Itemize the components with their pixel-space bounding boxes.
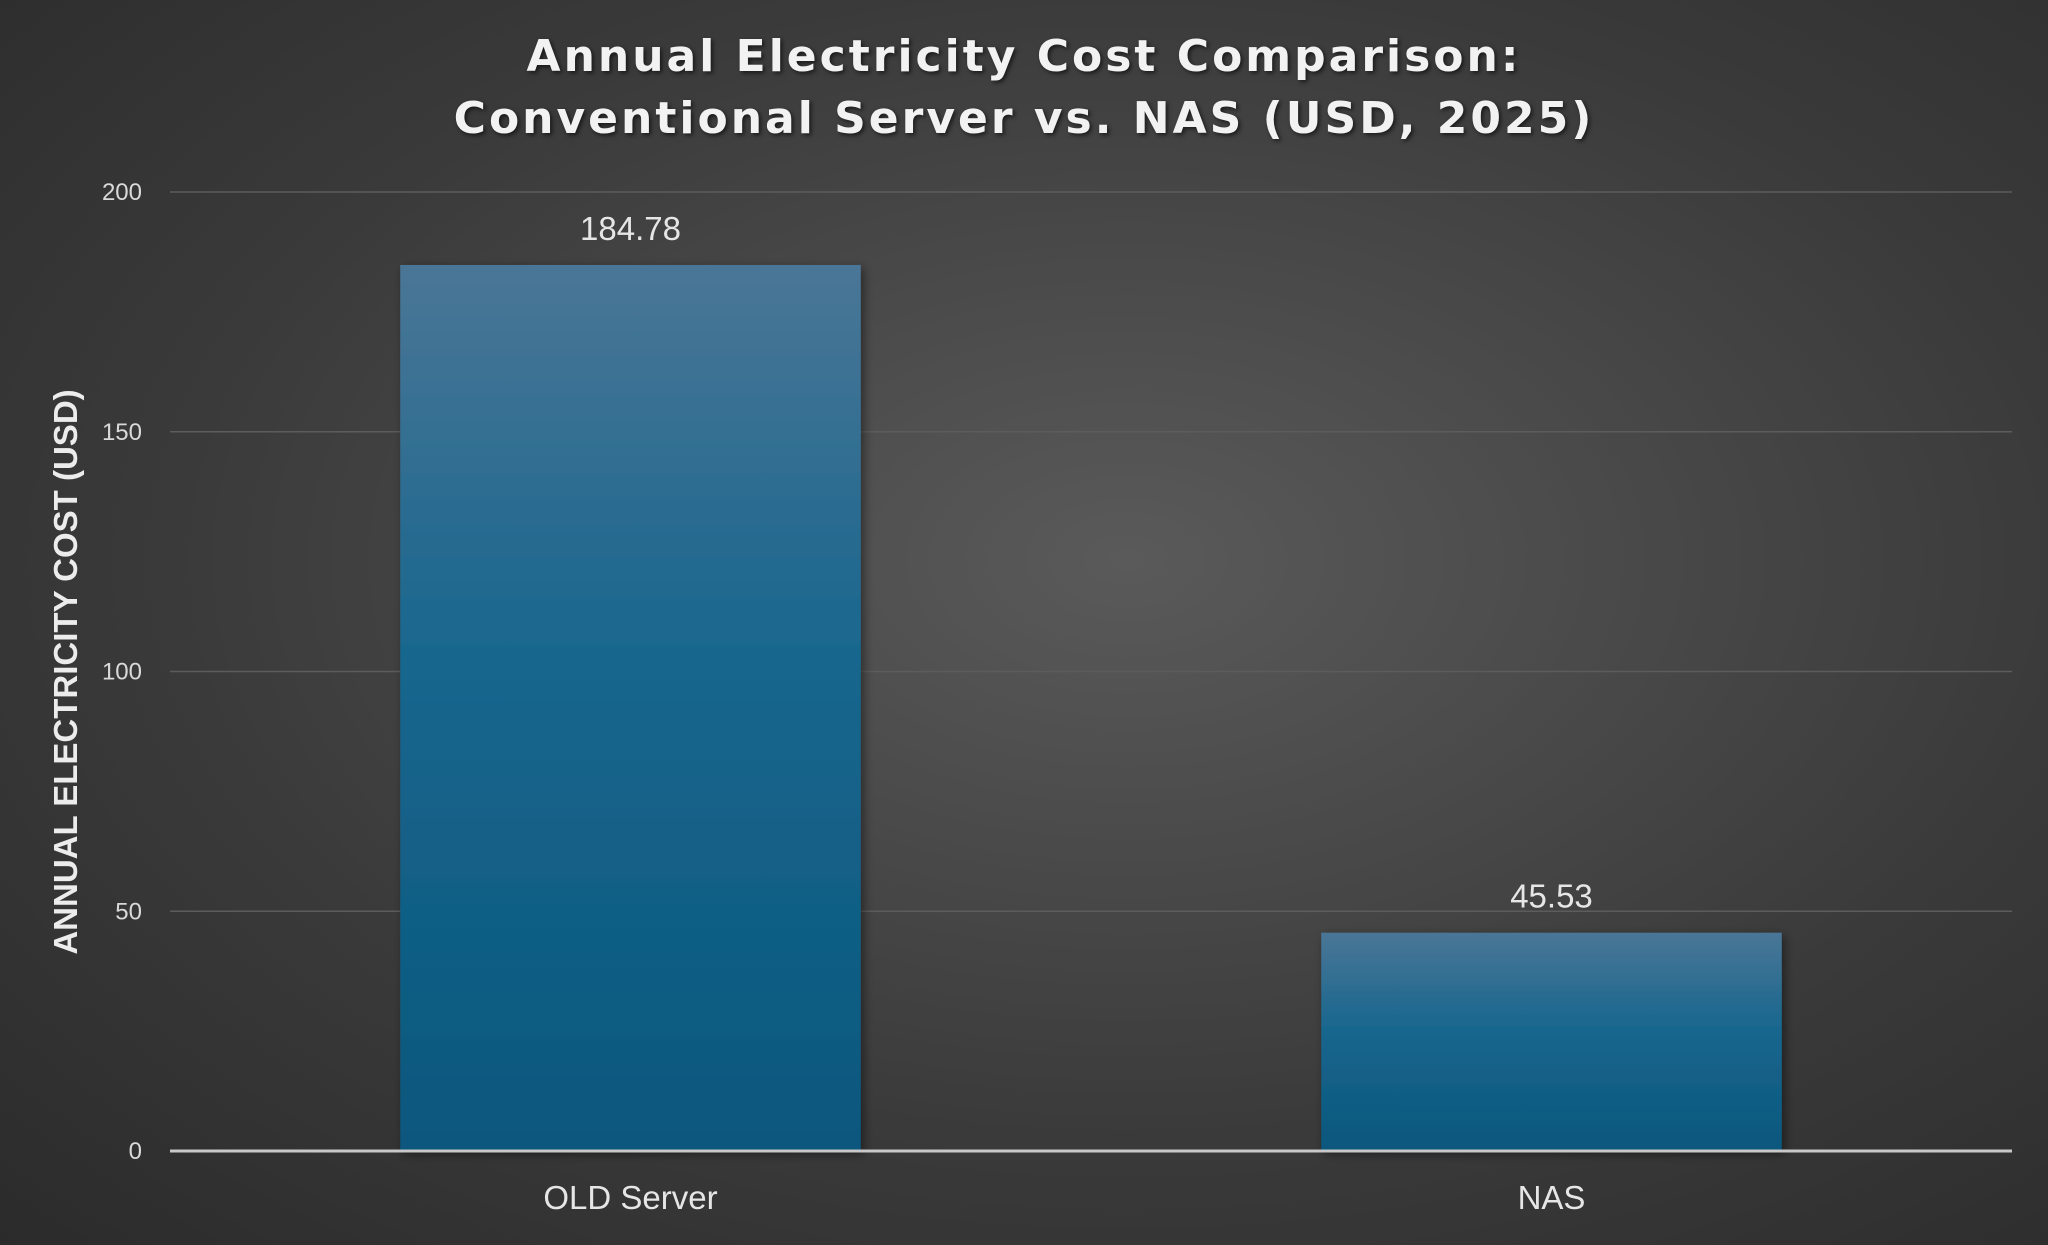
y-tick-label: 0 (129, 1138, 142, 1165)
x-tick-labels: OLD Server NAS (543, 1179, 1585, 1216)
y-tick-label: 150 (102, 419, 142, 446)
x-tick-label: OLD Server (543, 1179, 717, 1216)
bar-old-server (400, 264, 861, 1152)
y-tick-labels: 0 50 100 150 200 (102, 179, 142, 1165)
chart-title-line-1: Annual Electricity Cost Comparison: (526, 31, 1522, 82)
y-tick-label: 200 (102, 179, 142, 206)
data-label: 45.53 (1510, 878, 1593, 915)
y-tick-label: 50 (115, 898, 142, 925)
data-label: 184.78 (580, 210, 681, 247)
bar-nas (1321, 932, 1782, 1151)
chart-title-line-2: Conventional Server vs. NAS (USD, 2025) (453, 93, 1595, 144)
y-tick-label: 100 (102, 659, 142, 686)
chart-title: Annual Electricity Cost Comparison: Conv… (0, 26, 2048, 150)
value-labels: 184.78 45.53 (580, 210, 1593, 915)
x-tick-label: NAS (1518, 1179, 1586, 1216)
bars (400, 264, 1782, 1152)
